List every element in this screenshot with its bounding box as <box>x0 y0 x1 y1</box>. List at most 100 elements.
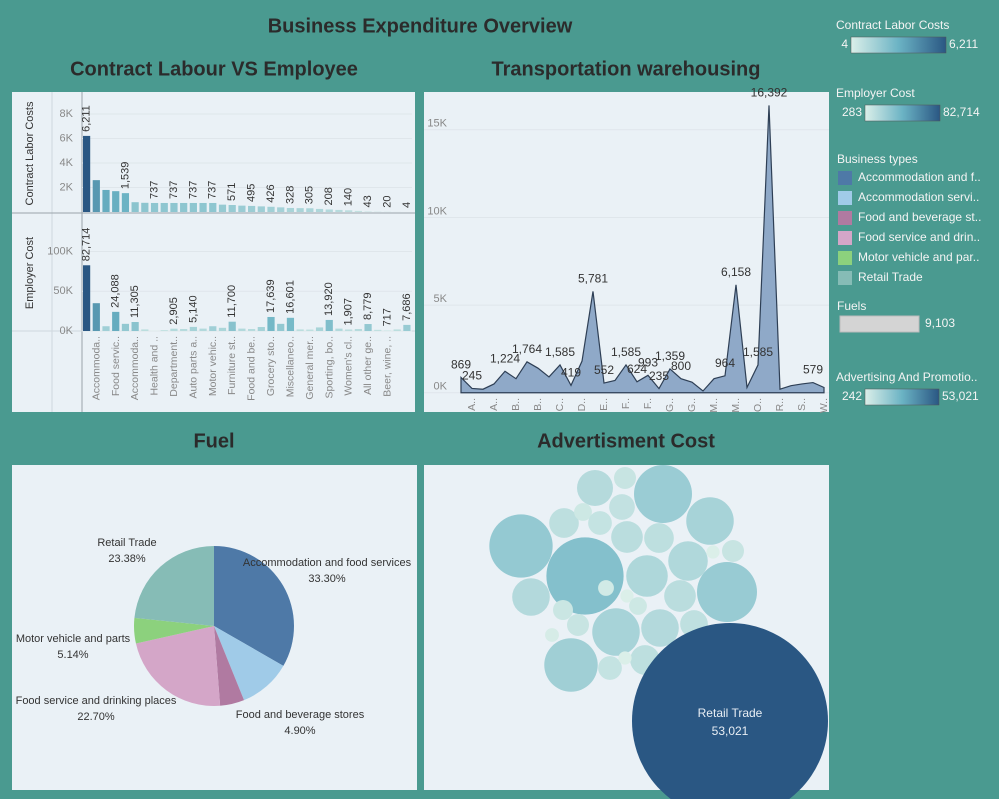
data-label: 737 <box>207 181 219 199</box>
x-tick-label: Food servic.. <box>110 336 122 396</box>
bar <box>364 324 372 331</box>
bar <box>209 202 217 212</box>
data-label: 24,088 <box>110 274 122 308</box>
data-label: 305 <box>304 186 316 204</box>
bar <box>112 191 120 212</box>
slice-label: Food service and drinking places <box>16 695 177 707</box>
pie-slice <box>135 626 221 706</box>
data-label: 579 <box>803 363 823 377</box>
data-label: 1,764 <box>512 342 542 356</box>
bar <box>354 210 362 212</box>
legend-min: 4 <box>841 37 848 51</box>
data-label: 1,585 <box>545 345 575 359</box>
x-tick-label: G.. <box>686 398 698 412</box>
bubble <box>641 609 679 647</box>
bar <box>150 202 159 212</box>
data-label: 1,359 <box>655 349 685 363</box>
legend-swatch <box>838 171 852 185</box>
x-tick-label: O.. <box>752 398 764 412</box>
bubble <box>549 508 579 538</box>
data-label: 552 <box>594 363 614 377</box>
bar <box>141 202 149 212</box>
data-label: 20 <box>381 196 393 208</box>
bar <box>277 207 285 212</box>
bar <box>267 316 275 331</box>
bubble <box>626 555 668 597</box>
legend-title: Advertising And Promotio.. <box>836 370 977 384</box>
bubble <box>588 511 612 535</box>
bubble <box>633 464 693 524</box>
x-tick-label: B.. <box>532 398 544 411</box>
x-tick-label: M.. <box>708 398 720 413</box>
legend-max: 53,021 <box>942 389 979 403</box>
bubble <box>706 545 720 559</box>
x-tick-label: Motor vehic.. <box>207 336 219 396</box>
legend-swatch <box>838 271 852 285</box>
data-label: 993 <box>638 355 658 369</box>
bubble <box>618 651 632 665</box>
y-tick-label: 0K <box>60 325 74 337</box>
bar <box>296 329 304 331</box>
data-label: 426 <box>265 184 277 202</box>
bubble <box>697 562 757 622</box>
bubble <box>553 600 573 620</box>
bar <box>315 327 324 331</box>
bubble <box>668 541 708 581</box>
bar <box>121 323 130 331</box>
bar <box>335 328 343 331</box>
axis-title: Contract Labor Costs <box>24 101 36 205</box>
x-tick-label: Food and be.. <box>246 336 258 401</box>
bubble <box>609 494 635 520</box>
legend-swatch <box>838 211 852 225</box>
legend-label: Food service and drin.. <box>858 230 980 244</box>
x-tick-label: R.. <box>774 398 786 411</box>
x-tick-label: D.. <box>576 398 588 411</box>
data-label: 1,585 <box>743 345 773 359</box>
pie-slice <box>214 626 284 701</box>
data-label: 11,305 <box>129 285 141 318</box>
bar <box>325 319 333 331</box>
bubble <box>611 521 643 553</box>
bar <box>286 207 295 212</box>
area <box>460 105 825 394</box>
bar <box>228 205 236 212</box>
y-tick-label: 50K <box>53 285 73 297</box>
x-tick-label: Auto parts a.. <box>187 336 199 398</box>
y-tick-label: 4K <box>60 157 74 169</box>
bubble <box>592 608 640 656</box>
slice-value: 23.38% <box>108 553 146 565</box>
bar <box>238 205 246 212</box>
bar <box>345 210 353 212</box>
bar <box>121 193 130 212</box>
bubble <box>598 580 614 596</box>
data-label: 82,714 <box>81 228 93 262</box>
data-label: 1,907 <box>343 298 355 326</box>
chart-title: Fuel <box>193 430 234 452</box>
chart-title: Advertisment Cost <box>537 430 715 452</box>
legend-gradient <box>864 388 940 406</box>
bar <box>228 321 236 331</box>
bubble-value: 53,021 <box>712 724 749 738</box>
data-label: 11,700 <box>226 285 238 318</box>
x-tick-label: Furniture st.. <box>226 336 238 395</box>
x-tick-label: Women's cl.. <box>343 336 355 396</box>
data-label: 6,158 <box>721 265 751 279</box>
bar <box>306 329 314 331</box>
slice-label: Retail Trade <box>97 537 156 549</box>
data-label: 17,639 <box>265 279 277 313</box>
bar <box>296 208 304 212</box>
bar <box>141 329 149 331</box>
legend-gradient <box>850 36 947 54</box>
x-tick-label: G.. <box>664 398 676 412</box>
bar <box>277 323 285 331</box>
x-tick-label: M.. <box>730 398 742 413</box>
y-tick-label: 0K <box>434 381 448 393</box>
data-label: 6,211 <box>81 105 93 132</box>
data-label: 8,779 <box>362 292 374 320</box>
legend-label: Food and beverage st.. <box>858 210 981 224</box>
bar <box>180 202 188 212</box>
data-label: 208 <box>323 187 335 205</box>
x-tick-label: Accommoda.. <box>129 336 141 400</box>
bar <box>286 317 295 331</box>
data-label: 571 <box>226 183 238 201</box>
